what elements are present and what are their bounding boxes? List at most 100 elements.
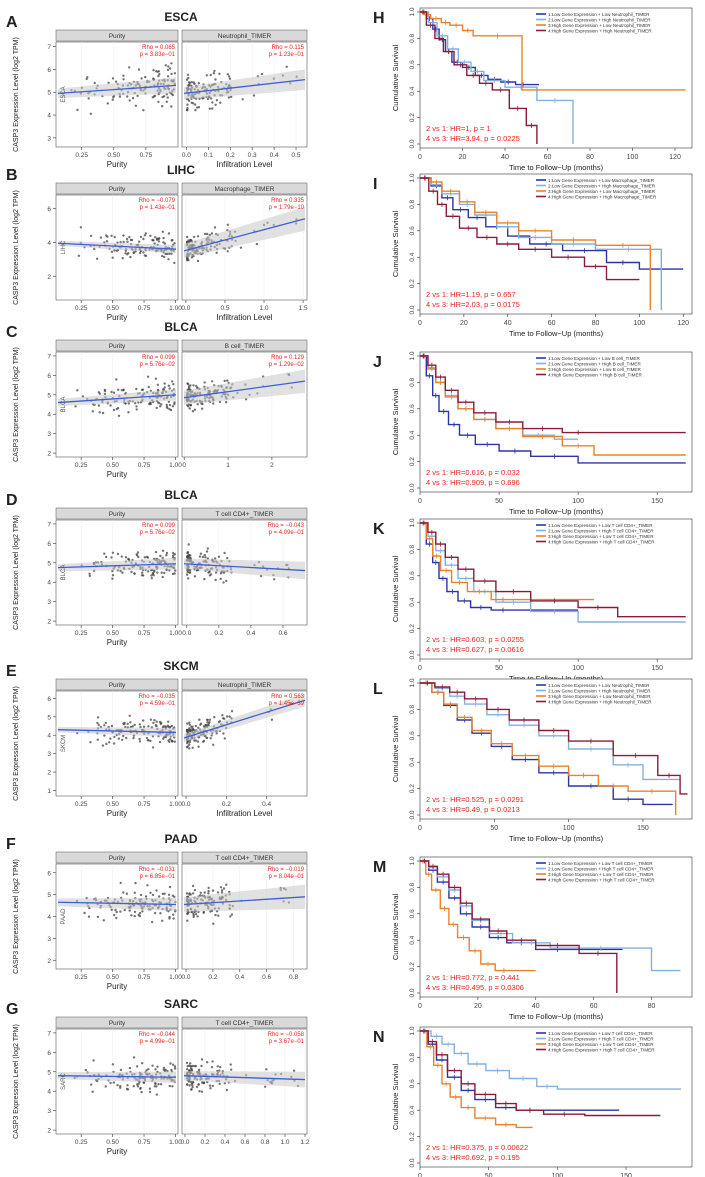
panel-letter: M	[373, 859, 386, 876]
data-point	[171, 93, 174, 97]
data-point	[194, 912, 198, 916]
data-point	[270, 718, 274, 721]
fit-line	[57, 901, 177, 906]
legend-entry: 1:Low Gene Expression + Low Neutrophil_T…	[548, 683, 650, 688]
hazard-ratio-label: 2 vs 1: HR=0.603, p = 0.0255	[426, 635, 524, 644]
data-point	[186, 912, 189, 915]
data-point	[152, 721, 155, 725]
data-point	[132, 251, 135, 254]
fit-line	[57, 84, 177, 95]
p-value-label: p = 1.79e−10	[269, 205, 305, 211]
x-tick-label: 60	[548, 320, 556, 327]
data-point	[133, 723, 136, 727]
data-point	[200, 1090, 204, 1093]
data-point	[196, 915, 199, 918]
data-point	[96, 721, 99, 725]
rho-label: Rho = −0.035	[139, 694, 176, 700]
x-tick-label: 0.50	[107, 152, 120, 159]
y-axis-label: Cumulative Survival	[391, 389, 400, 456]
data-point	[188, 1064, 191, 1067]
facet-strip-label: Macrophage_TIMER	[215, 186, 275, 193]
data-point	[189, 569, 192, 572]
x-axis-label: Purity	[107, 1147, 127, 1156]
y-tick-label: 5	[47, 1069, 51, 1076]
data-point	[226, 379, 229, 382]
data-point	[132, 736, 135, 740]
data-point	[164, 252, 167, 256]
survival-curve-4	[420, 355, 686, 434]
x-tick-label: 0.50	[106, 462, 119, 469]
x-tick-label: 0.8	[260, 1139, 269, 1146]
data-point	[208, 233, 211, 237]
y-tick-label: 3	[47, 751, 51, 758]
data-point	[141, 388, 145, 391]
data-point	[185, 78, 189, 81]
data-point	[202, 739, 206, 743]
data-point	[186, 569, 189, 572]
data-point	[148, 1090, 152, 1094]
data-point	[140, 574, 144, 577]
data-point	[211, 101, 214, 104]
data-point	[210, 573, 213, 576]
data-point	[105, 240, 109, 243]
data-point	[172, 917, 175, 920]
legend-entry: 2:Low Gene Expression + High T cell CD4+…	[548, 529, 654, 534]
data-point	[113, 235, 116, 239]
data-point	[133, 572, 136, 575]
data-point	[118, 95, 122, 98]
data-point	[161, 919, 164, 922]
data-point	[219, 101, 222, 104]
panel-title: SARC	[164, 997, 198, 1011]
data-point	[203, 577, 206, 581]
data-point	[214, 578, 217, 582]
data-point	[167, 400, 171, 403]
facet-strip-label: Purity	[109, 855, 126, 862]
data-point	[200, 1064, 203, 1068]
p-value-label: p = 1.43e−01	[140, 205, 176, 211]
data-point	[110, 234, 113, 237]
data-point	[230, 913, 234, 916]
legend-entry: 2:Low Gene Expression + High Macrophage_…	[548, 184, 656, 189]
data-point	[171, 1085, 174, 1088]
data-point	[191, 892, 195, 895]
y-tick-label: 0.8	[409, 34, 416, 43]
rho-label: Rho = −0.019	[268, 867, 305, 873]
x-axis-label: Purity	[107, 160, 127, 169]
data-point	[126, 240, 129, 243]
confidence-band	[58, 726, 176, 738]
x-tick-label: 0.25	[75, 974, 88, 981]
data-point	[161, 105, 164, 108]
x-tick-label: 50	[490, 825, 498, 832]
data-point	[76, 389, 79, 392]
data-point	[161, 95, 164, 99]
x-tick-label: 0.50	[106, 1139, 119, 1146]
data-point	[186, 722, 189, 725]
y-axis-label: CASP3 Expression Level (log2 TPM)	[13, 686, 20, 801]
data-point	[96, 915, 100, 919]
data-point	[117, 388, 120, 391]
x-tick-label: 0.25	[75, 630, 88, 637]
data-point	[111, 1063, 115, 1066]
data-point	[168, 1084, 171, 1088]
x-tick-label: 0.6	[240, 1139, 249, 1146]
x-tick-label: 40	[504, 320, 512, 327]
data-point	[87, 97, 90, 100]
data-point	[216, 1065, 219, 1068]
y-tick-label: 0.8	[409, 378, 416, 387]
data-point	[214, 913, 217, 917]
confidence-band	[58, 897, 176, 912]
data-point	[190, 81, 193, 84]
y-tick-label: 2	[47, 958, 51, 965]
data-point	[169, 1062, 172, 1065]
data-point	[203, 232, 207, 236]
data-point	[97, 391, 101, 394]
cancer-side-label: SARC	[61, 1072, 67, 1089]
data-point	[168, 252, 171, 255]
data-point	[112, 1081, 116, 1084]
data-point	[171, 894, 175, 897]
data-point	[121, 571, 124, 574]
x-tick-label: 0.0	[182, 630, 191, 637]
data-point	[228, 715, 231, 718]
